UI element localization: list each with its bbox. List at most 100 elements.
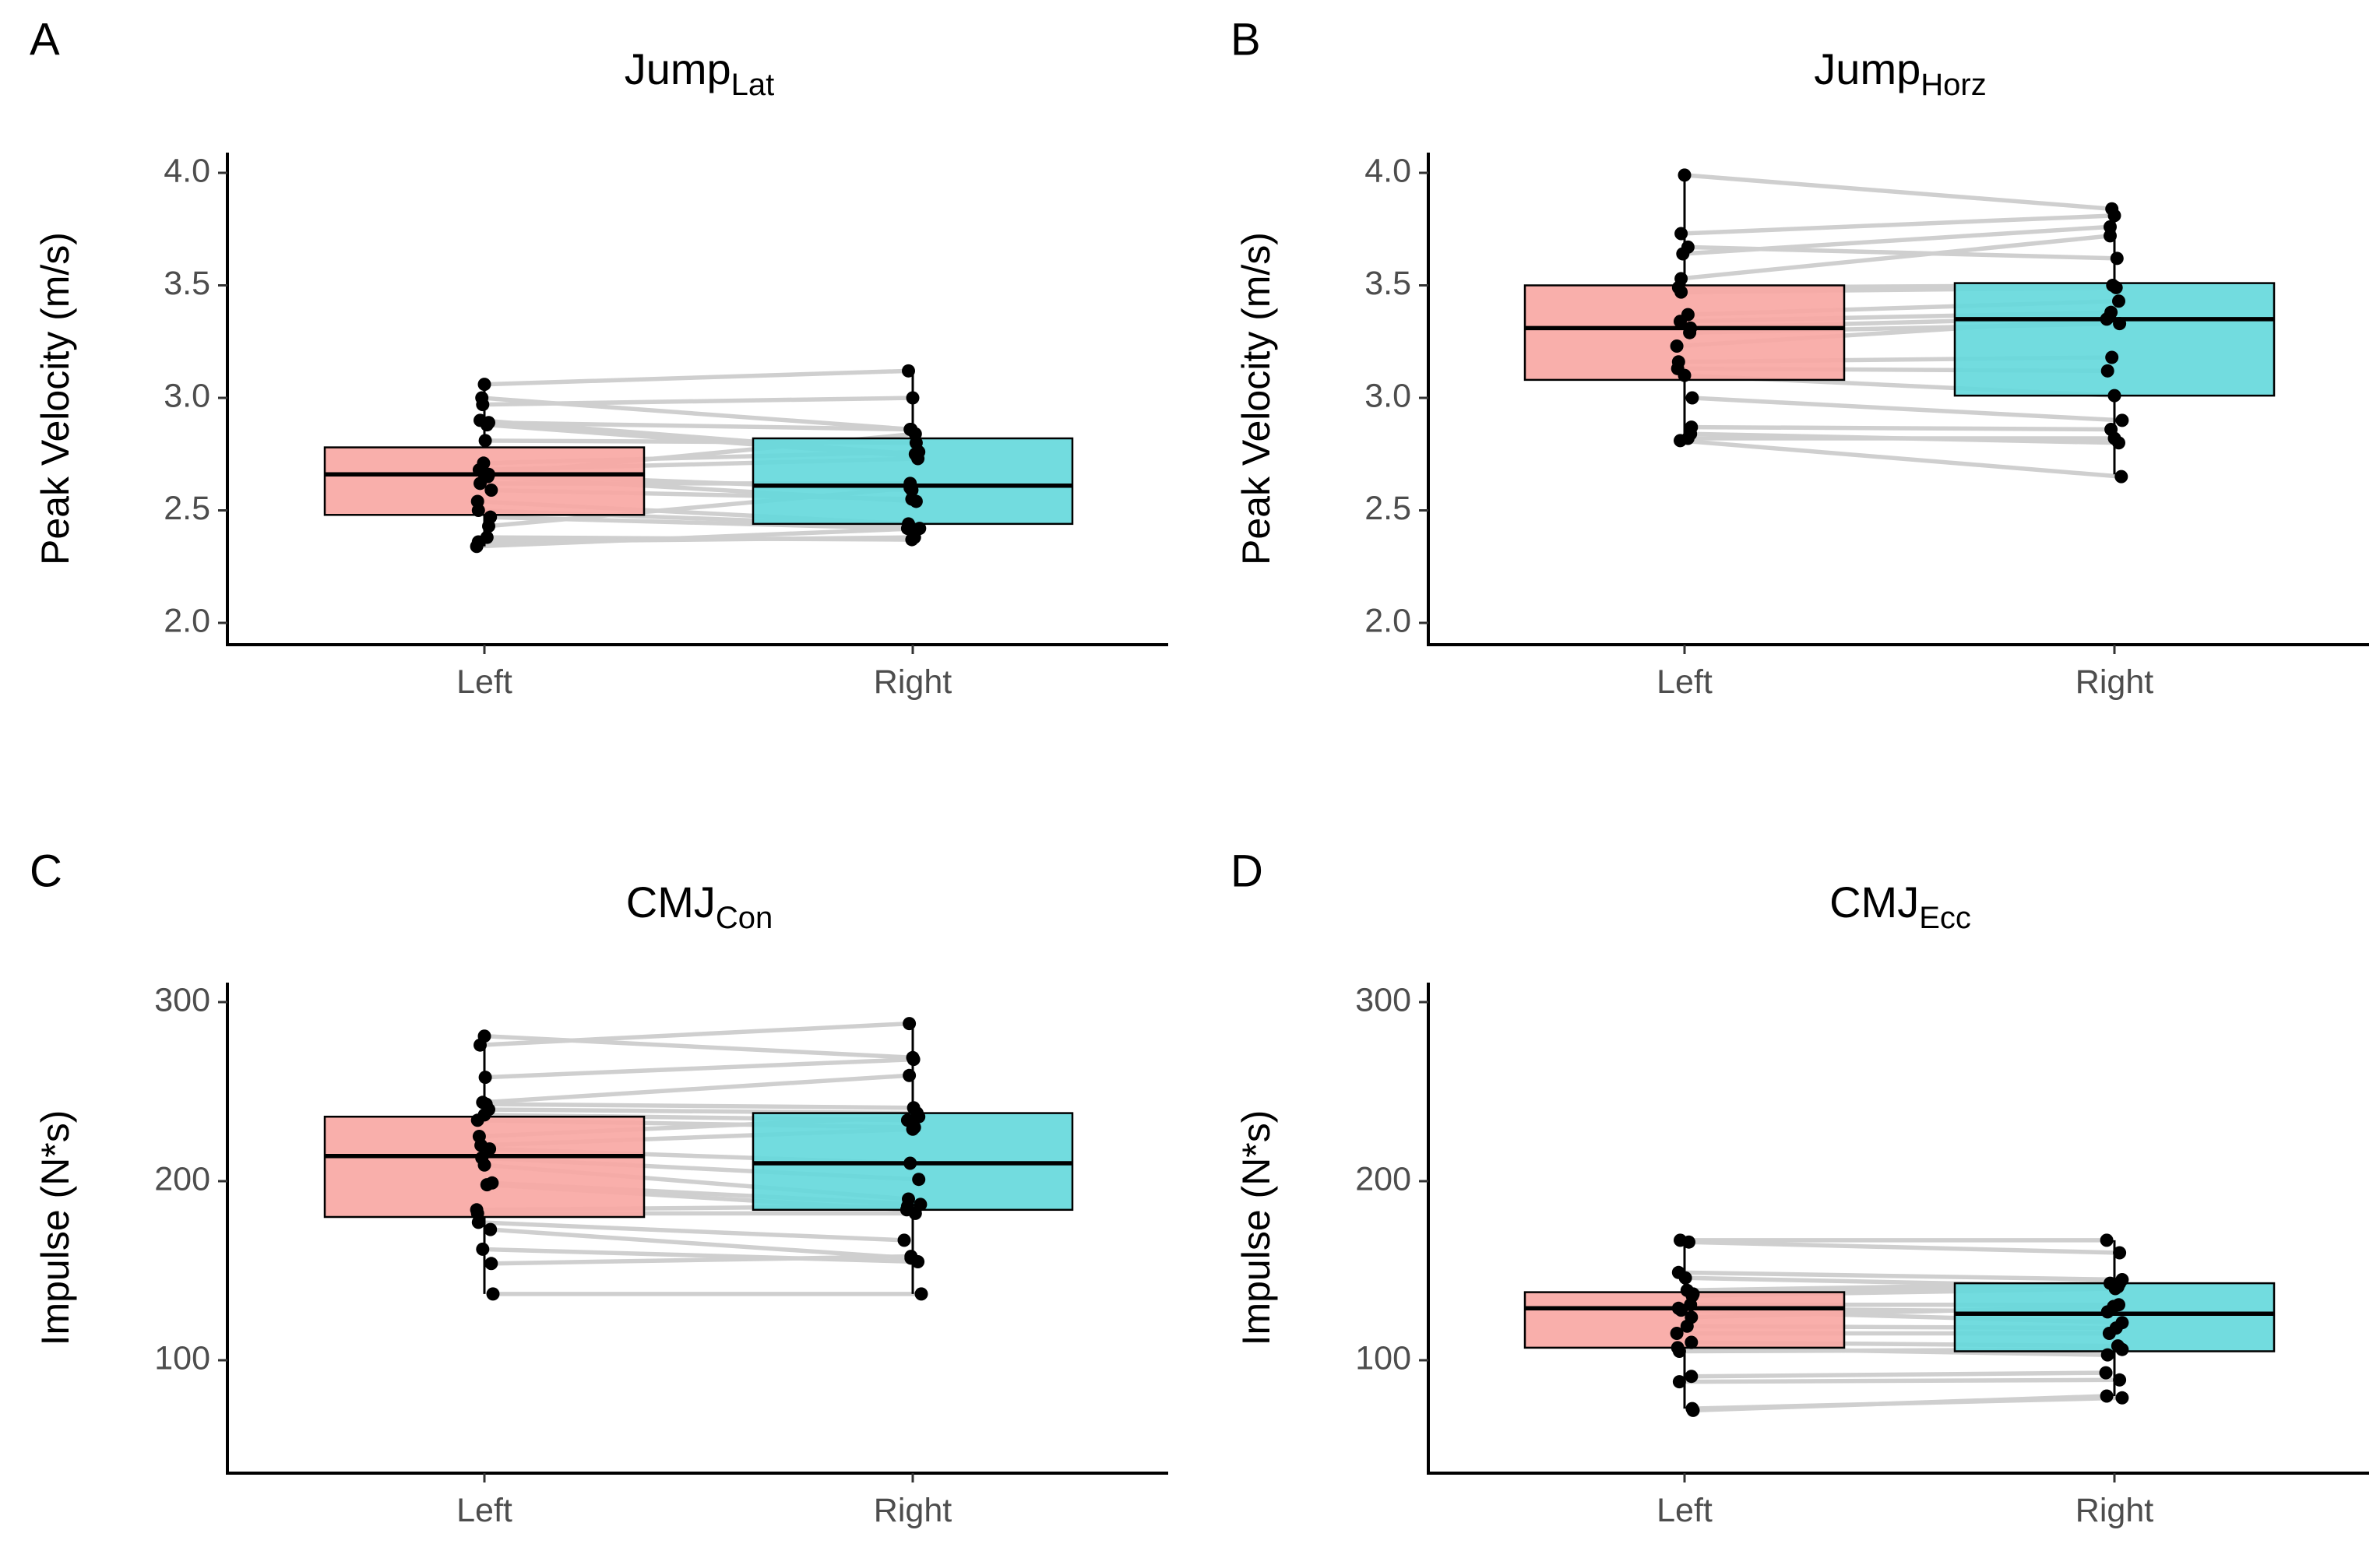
data-point-left bbox=[1678, 168, 1692, 182]
chart-title-main: Jump bbox=[1814, 44, 1921, 93]
y-tick-label: 100 bbox=[154, 1339, 210, 1377]
data-point-right bbox=[2115, 1391, 2129, 1405]
chart-title-b: JumpHorz bbox=[1814, 44, 1986, 102]
pair-line bbox=[482, 1247, 918, 1264]
y-tick-label: 3.5 bbox=[1364, 265, 1411, 302]
panel-d: D CMJEcc 100 200 300 Left Right Impulse (N*s) bbox=[1230, 846, 2369, 1529]
data-point-left bbox=[477, 378, 491, 392]
data-point-right bbox=[2108, 1282, 2122, 1296]
data-point-right bbox=[907, 1053, 921, 1067]
y-tick-label: 200 bbox=[1355, 1160, 1411, 1198]
pair-line bbox=[476, 526, 920, 549]
y-tick-label: 300 bbox=[154, 981, 210, 1018]
y-tick-label: 4.0 bbox=[1364, 152, 1411, 189]
data-point-left bbox=[1674, 1303, 1688, 1317]
data-point-right bbox=[2112, 294, 2125, 308]
data-point-left bbox=[1682, 1235, 1695, 1249]
x-tick-label-left: Left bbox=[1656, 1492, 1713, 1529]
data-point-right bbox=[911, 452, 925, 466]
pair-line bbox=[490, 1227, 911, 1261]
pair-line bbox=[1684, 173, 2112, 211]
pair-line bbox=[491, 1254, 911, 1266]
pair-line bbox=[480, 1021, 910, 1047]
data-point-left bbox=[470, 540, 484, 554]
pair-line bbox=[1692, 1394, 2107, 1413]
data-point-left bbox=[1670, 1327, 1684, 1340]
pair-line bbox=[1681, 213, 2115, 236]
data-point-right bbox=[900, 522, 914, 536]
pair-line bbox=[1681, 234, 2111, 281]
panel-a: A JumpLat 2.0 2.5 3.0 3.5 4.0 Left Right Peak Vel… bbox=[30, 14, 1168, 701]
data-point-left bbox=[1672, 1345, 1686, 1358]
data-point-left bbox=[480, 1178, 494, 1192]
data-point-right bbox=[2115, 413, 2129, 427]
data-point-left bbox=[1676, 247, 1690, 261]
pair-line bbox=[1691, 1370, 2107, 1379]
data-point-left bbox=[1678, 1271, 1692, 1285]
data-point-left bbox=[471, 504, 485, 517]
pair-line bbox=[1682, 224, 2111, 256]
data-point-right bbox=[906, 391, 920, 405]
y-tick-label: 3.5 bbox=[164, 265, 210, 302]
y-axis-label-c: Impulse (N*s) bbox=[33, 1110, 77, 1346]
pair-line bbox=[1692, 396, 2123, 423]
data-point-right bbox=[2107, 1300, 2121, 1314]
data-point-left bbox=[1680, 1319, 1694, 1333]
data-point-right bbox=[908, 427, 922, 441]
y-tick-label: 2.5 bbox=[164, 490, 210, 527]
x-tick-label-left: Left bbox=[456, 663, 512, 701]
y-tick-label: 2.5 bbox=[1364, 490, 1411, 527]
pair-line bbox=[484, 1057, 914, 1080]
chart-title-main: CMJ bbox=[626, 877, 716, 927]
pair-line bbox=[1688, 1240, 2120, 1255]
data-point-left bbox=[484, 1222, 498, 1236]
data-point-left bbox=[1685, 1370, 1699, 1384]
data-point-left bbox=[476, 1242, 490, 1256]
data-point-right bbox=[2105, 350, 2119, 364]
y-tick-label: 300 bbox=[1355, 981, 1411, 1018]
data-point-left bbox=[486, 1287, 500, 1301]
panel-letter-a: A bbox=[30, 14, 60, 65]
data-point-right bbox=[912, 1110, 926, 1124]
data-point-right bbox=[2100, 1348, 2114, 1362]
data-point-left bbox=[1685, 391, 1699, 405]
data-point-right bbox=[2110, 251, 2124, 266]
data-point-right bbox=[906, 1122, 920, 1136]
y-tick-label: 2.0 bbox=[164, 602, 210, 639]
x-tick-label-right: Right bbox=[2075, 663, 2153, 701]
pair-line bbox=[478, 1220, 905, 1243]
panel-c: C CMJCon 100 200 300 Left Right Impulse (N*s) bbox=[30, 846, 1168, 1529]
data-point-right bbox=[2100, 1389, 2114, 1403]
data-point-left bbox=[1685, 1335, 1699, 1349]
data-point-left bbox=[1678, 368, 1692, 382]
pair-line bbox=[484, 368, 909, 387]
x-tick-label-right: Right bbox=[874, 663, 952, 701]
data-point-left bbox=[1672, 1375, 1686, 1389]
data-point-right bbox=[2100, 364, 2114, 378]
data-point-right bbox=[912, 1173, 926, 1187]
y-tick-label: 3.0 bbox=[1364, 377, 1411, 414]
box-left bbox=[1523, 1291, 1846, 1349]
data-point-right bbox=[2113, 317, 2127, 331]
data-point-right bbox=[913, 522, 927, 536]
data-point-right bbox=[2099, 1366, 2113, 1380]
data-point-right bbox=[903, 1017, 917, 1031]
data-point-right bbox=[2100, 1233, 2114, 1247]
data-point-left bbox=[478, 434, 492, 448]
pair-line bbox=[482, 1073, 910, 1105]
data-point-left bbox=[470, 1113, 484, 1127]
pair-line bbox=[1691, 424, 2111, 432]
data-point-left bbox=[484, 1257, 498, 1271]
panel-letter-c: C bbox=[30, 846, 62, 896]
y-tick-label: 100 bbox=[1355, 1339, 1411, 1377]
data-point-right bbox=[903, 481, 917, 495]
data-point-right bbox=[2113, 1246, 2127, 1260]
chart-title-c: CMJCon bbox=[626, 877, 773, 935]
data-point-left bbox=[482, 519, 495, 533]
data-point-right bbox=[908, 1206, 922, 1220]
data-point-left bbox=[1674, 434, 1687, 448]
data-point-left bbox=[484, 483, 498, 497]
pair-line bbox=[1680, 438, 2122, 479]
